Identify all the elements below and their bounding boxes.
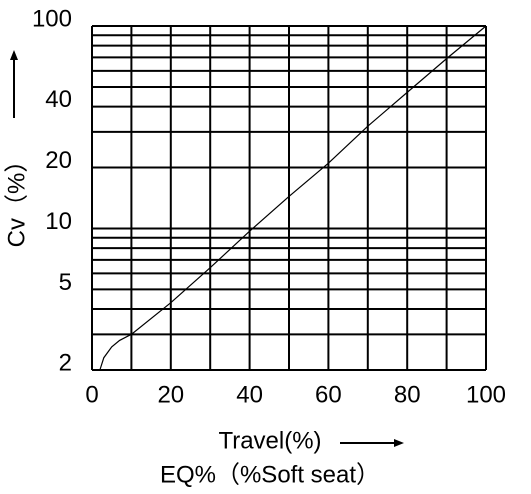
subtitle: EQ%（%Soft seat） — [160, 461, 380, 488]
x-tick-label: 80 — [394, 381, 421, 408]
x-tick-label: 0 — [85, 381, 98, 408]
x-tick-label: 40 — [236, 381, 263, 408]
x-tick-label: 20 — [157, 381, 184, 408]
y-tick-label: 5 — [59, 269, 72, 296]
x-axis-label: Travel(%) — [218, 427, 321, 454]
y-tick-label: 40 — [45, 86, 72, 113]
x-tick-label: 60 — [315, 381, 342, 408]
y-tick-label: 20 — [45, 147, 72, 174]
y-tick-label: 2 — [59, 349, 72, 376]
y-arrow-head — [10, 50, 18, 60]
y-axis-label: Cv（%） — [3, 149, 30, 248]
curve — [99, 25, 487, 371]
y-tick-label: 10 — [45, 208, 72, 235]
x-tick-label: 100 — [466, 381, 506, 408]
x-arrow-head — [394, 439, 404, 447]
y-tick-label: 100 — [32, 5, 72, 32]
